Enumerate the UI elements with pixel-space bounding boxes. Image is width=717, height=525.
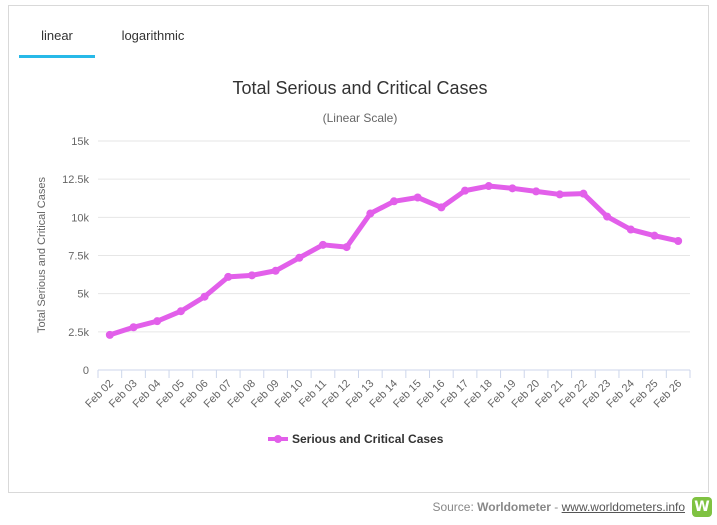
legend-marker-icon (274, 435, 282, 443)
worldometer-logo-icon[interactable]: W (692, 497, 712, 517)
data-point[interactable] (413, 193, 422, 202)
y-axis-label: Total Serious and Critical Cases (36, 177, 48, 333)
y-tick-label: 7.5k (68, 251, 89, 263)
chart-title: Total Serious and Critical Cases (232, 78, 487, 98)
data-point[interactable] (650, 231, 659, 240)
tab-linear[interactable]: linear (19, 6, 95, 58)
legend-label[interactable]: Serious and Critical Cases (292, 432, 444, 446)
source-link[interactable]: www.worldometers.info (561, 500, 685, 514)
series-line (107, 183, 681, 338)
legend[interactable]: Serious and Critical Cases (268, 432, 444, 446)
data-point[interactable] (176, 307, 185, 316)
chart-subtitle: (Linear Scale) (323, 111, 398, 125)
data-point[interactable] (674, 236, 683, 245)
source-footer: Source: Worldometer - www.worldometers.i… (432, 500, 685, 514)
data-point[interactable] (508, 184, 517, 193)
data-point[interactable] (390, 197, 398, 206)
source-prefix: Source: (432, 500, 478, 514)
source-name: Worldometer (477, 500, 551, 514)
source-separator: - (550, 500, 562, 514)
data-point[interactable] (461, 186, 470, 195)
chart-panel: linear logarithmic (8, 5, 709, 493)
data-point[interactable] (318, 240, 327, 249)
data-point[interactable] (484, 182, 493, 191)
x-axis (97, 369, 691, 378)
line-chart: Total Serious and Critical Cases (Linear… (36, 78, 691, 446)
y-tick-label: 0 (83, 365, 89, 377)
data-point[interactable] (129, 323, 138, 332)
data-point[interactable] (105, 330, 114, 339)
data-point[interactable] (555, 190, 564, 199)
y-tick-label: 10k (71, 212, 89, 224)
y-tick-label: 5k (77, 289, 89, 301)
data-point[interactable] (224, 272, 233, 281)
y-tick-label: 12.5k (62, 174, 89, 186)
series-group (105, 182, 683, 339)
data-point[interactable] (366, 209, 375, 218)
data-point[interactable] (200, 292, 209, 301)
data-point[interactable] (579, 189, 588, 198)
y-tick-labels: 0 2.5k 5k 7.5k 10k 12.5k 15k (62, 136, 89, 377)
data-point[interactable] (342, 243, 351, 252)
data-point[interactable] (626, 225, 635, 234)
data-point[interactable] (271, 266, 280, 275)
data-point[interactable] (437, 203, 446, 212)
tab-logarithmic[interactable]: logarithmic (121, 28, 185, 43)
data-point[interactable] (532, 187, 541, 196)
grid-lines (98, 140, 690, 333)
data-point[interactable] (153, 317, 162, 326)
y-tick-label: 2.5k (68, 327, 89, 339)
y-tick-label: 15k (71, 136, 89, 148)
data-point[interactable] (247, 271, 256, 280)
data-point[interactable] (295, 253, 304, 262)
data-point[interactable] (603, 212, 612, 221)
